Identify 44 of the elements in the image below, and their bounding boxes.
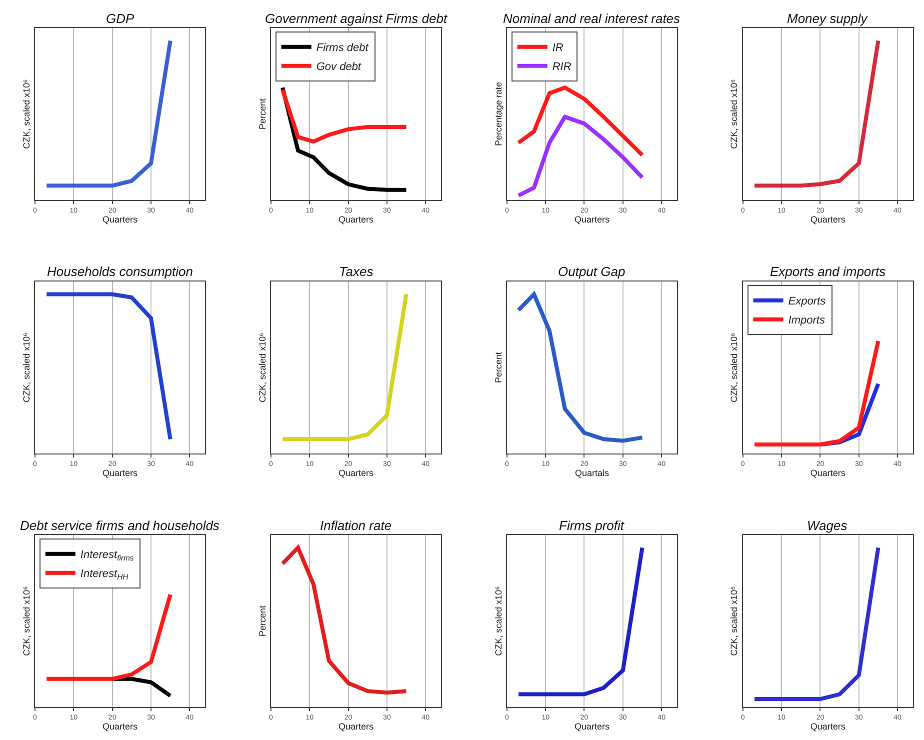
chart-title: Output Gap bbox=[558, 264, 626, 279]
y-axis-title: CZK, scaled x10⁶ bbox=[729, 78, 740, 149]
chart-title: Exports and imports bbox=[770, 264, 886, 279]
y-axis-title: Percentage rate bbox=[493, 82, 504, 146]
x-axis-title: Quarters bbox=[574, 214, 610, 224]
x-axis-title: Quartals bbox=[574, 468, 610, 478]
chart-title: GDP bbox=[106, 11, 134, 26]
chart-title: Households consumption bbox=[47, 264, 193, 279]
chart-title: Government against Firms debt bbox=[265, 11, 448, 26]
y-axis-title: CZK, scaled x10⁶ bbox=[729, 586, 740, 656]
chart-title: Debt service firms and households bbox=[20, 518, 220, 533]
x-axis-title: Quarters bbox=[102, 721, 138, 732]
x-axis-title: Quarters bbox=[338, 468, 374, 478]
y-axis-title: CZK, scaled x10⁶ bbox=[493, 586, 504, 656]
legend-label: RIR bbox=[552, 61, 572, 74]
legend-label: Firms debt bbox=[316, 42, 370, 54]
x-axis-title: Quarters bbox=[574, 721, 610, 732]
y-axis-title: CZK, scaled x10⁶ bbox=[21, 332, 32, 402]
x-axis-title: Quarters bbox=[338, 721, 374, 732]
y-axis-title: CZK, scaled x10⁶ bbox=[729, 332, 740, 402]
y-axis-title: Percent bbox=[257, 98, 268, 130]
chart-title: Inflation rate bbox=[320, 518, 392, 533]
chart-title: Money supply bbox=[787, 11, 869, 26]
legend-label: IR bbox=[552, 42, 564, 54]
y-axis-title: Percent bbox=[257, 604, 268, 637]
legend-label: Interest$_{HH}$ bbox=[80, 568, 129, 582]
chart-title: Wages bbox=[807, 518, 848, 533]
x-axis-title: Quarters bbox=[338, 214, 374, 224]
y-axis-title: Percent bbox=[493, 352, 504, 384]
legend-label: Exports bbox=[788, 296, 826, 308]
x-axis-title: Quarters bbox=[102, 468, 138, 478]
chart-title: Taxes bbox=[339, 264, 374, 279]
x-axis-title: Quarters bbox=[810, 468, 846, 478]
y-axis-title: CZK, scaled x10⁶ bbox=[257, 332, 268, 402]
x-axis-title: Quarters bbox=[810, 721, 846, 732]
legend-label: Interest$_{firms}$ bbox=[80, 549, 134, 562]
chart-title: Nominal and real interest rates bbox=[503, 11, 681, 26]
legend-label: Imports bbox=[788, 314, 826, 327]
y-axis-title: CZK, scaled x10⁶ bbox=[21, 586, 32, 656]
y-axis-title: CZK, scaled x10⁶ bbox=[21, 78, 32, 149]
legend-label: Gov debt bbox=[316, 61, 362, 74]
chart-title: Firms profit bbox=[559, 518, 626, 533]
x-axis-title: Quarters bbox=[810, 214, 846, 224]
x-axis-title: Quarters bbox=[102, 214, 138, 224]
